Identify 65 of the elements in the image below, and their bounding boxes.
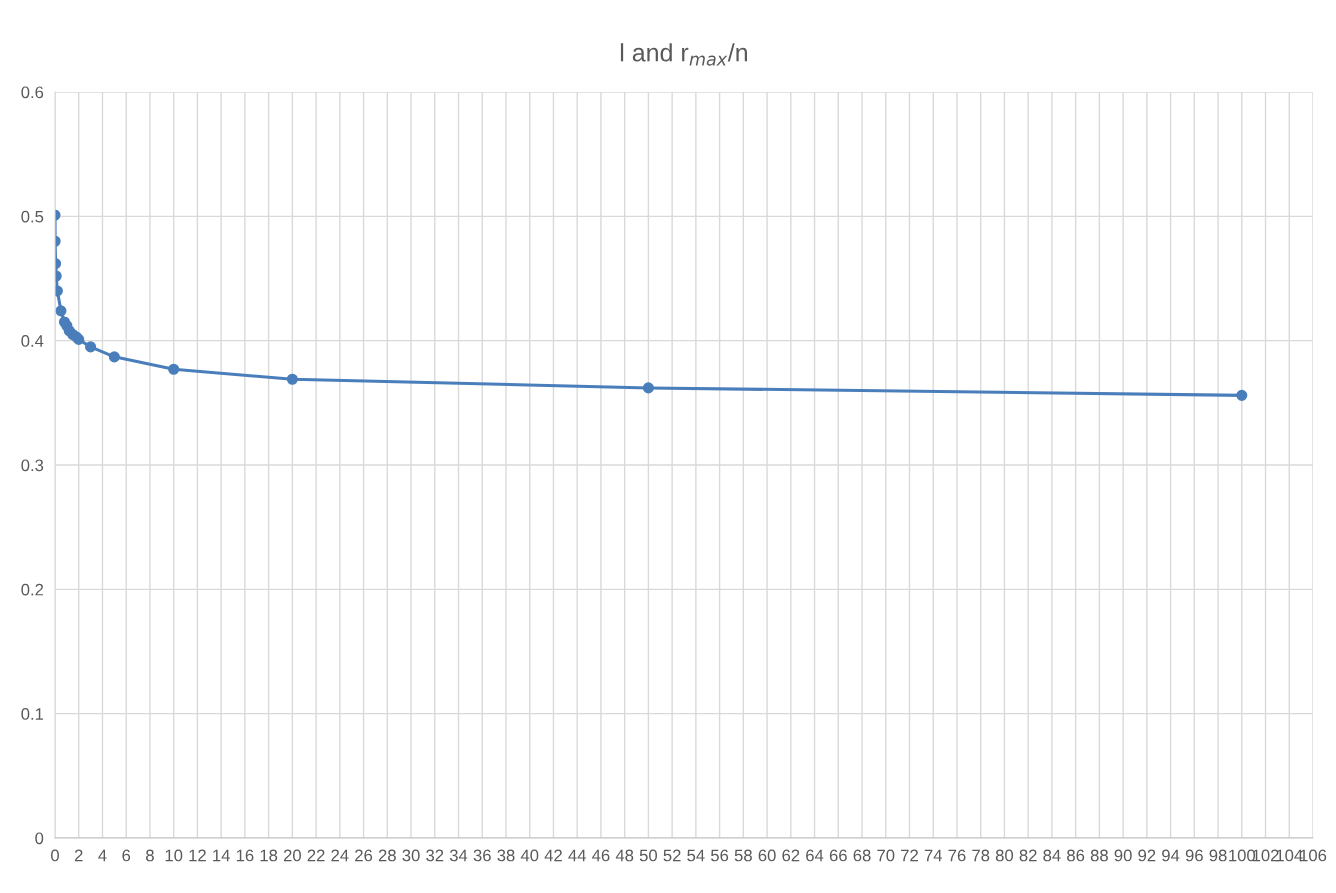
x-tick-label: 74 [924, 849, 943, 862]
x-tick-label: 80 [995, 849, 1014, 862]
x-tick-label: 20 [283, 849, 301, 862]
point [55, 305, 67, 317]
x-tick-label: 78 [972, 849, 990, 862]
point [108, 351, 120, 363]
x-tick-label: 36 [473, 849, 491, 862]
x-tick-label: 70 [877, 849, 895, 862]
y-tick-label: 0.1 [21, 708, 44, 720]
x-tick-label: 34 [449, 849, 468, 862]
x-tick-label: 94 [1162, 849, 1180, 862]
x-tick-label: 42 [544, 849, 562, 862]
y-tick-label: 0.6 [21, 86, 44, 99]
x-tick-label: 10 [165, 849, 183, 862]
x-tick-label: 44 [568, 849, 586, 862]
x-tick-label: 38 [497, 849, 515, 862]
x-tick-label: 88 [1090, 849, 1108, 862]
x-tick-label: 22 [307, 849, 325, 862]
y-tick-label: 0.2 [21, 583, 44, 596]
x-tick-label: 30 [402, 849, 420, 862]
x-tick-label: 12 [189, 849, 206, 862]
x-tick-label: 76 [948, 849, 966, 862]
point [286, 373, 298, 385]
y-tick-label: 0 [35, 832, 44, 845]
x-tick-label: 60 [758, 849, 776, 862]
x-tick-label: 8 [146, 849, 154, 862]
x-tick-label: 4 [98, 849, 107, 862]
x-tick-label: 18 [260, 849, 278, 862]
x-tick-label: 48 [615, 849, 634, 862]
x-tick-label: 92 [1138, 849, 1156, 862]
x-tick-label: 90 [1114, 849, 1132, 862]
x-tick-label: 86 [1067, 849, 1085, 862]
x-tick-label: 32 [426, 849, 444, 862]
x-tick-label: 0 [51, 849, 59, 862]
x-tick-label: 58 [734, 849, 752, 862]
point [642, 382, 654, 394]
x-tick-label: 46 [592, 849, 610, 862]
x-tick-label: 50 [639, 849, 658, 862]
x-tick-label: 56 [711, 849, 729, 862]
y-tick-label: 0.5 [21, 210, 44, 223]
point [85, 341, 97, 353]
chart-title: l and r$_{max}$/n [620, 43, 748, 66]
x-tick-label: 54 [687, 849, 705, 862]
x-tick-label: 62 [782, 849, 800, 862]
x-tick-label: 64 [806, 849, 824, 862]
x-tick-label: 52 [663, 849, 681, 862]
x-tick-label: 96 [1185, 849, 1203, 862]
x-tick-label: 66 [829, 849, 847, 862]
x-tick-label: 28 [378, 849, 396, 862]
point [1236, 389, 1248, 401]
x-tick-label: 16 [236, 849, 254, 862]
x-tick-label: 68 [853, 849, 871, 862]
point [168, 363, 180, 375]
x-tick-label: 2 [74, 849, 83, 862]
x-tick-label: 72 [901, 849, 918, 862]
x-tick-label: 26 [355, 849, 373, 862]
x-tick-label: 14 [213, 849, 230, 862]
x-tick-label: 40 [520, 849, 539, 862]
x-tick-label: 82 [1019, 849, 1037, 862]
x-tick-label: 6 [122, 849, 131, 862]
y-tick-label: 0.3 [21, 459, 44, 472]
x-tick-label: 24 [331, 849, 349, 862]
y-tick-label: 0.4 [21, 335, 44, 347]
x-tick-label: 98 [1209, 849, 1227, 862]
x-tick-label: 84 [1043, 849, 1061, 862]
